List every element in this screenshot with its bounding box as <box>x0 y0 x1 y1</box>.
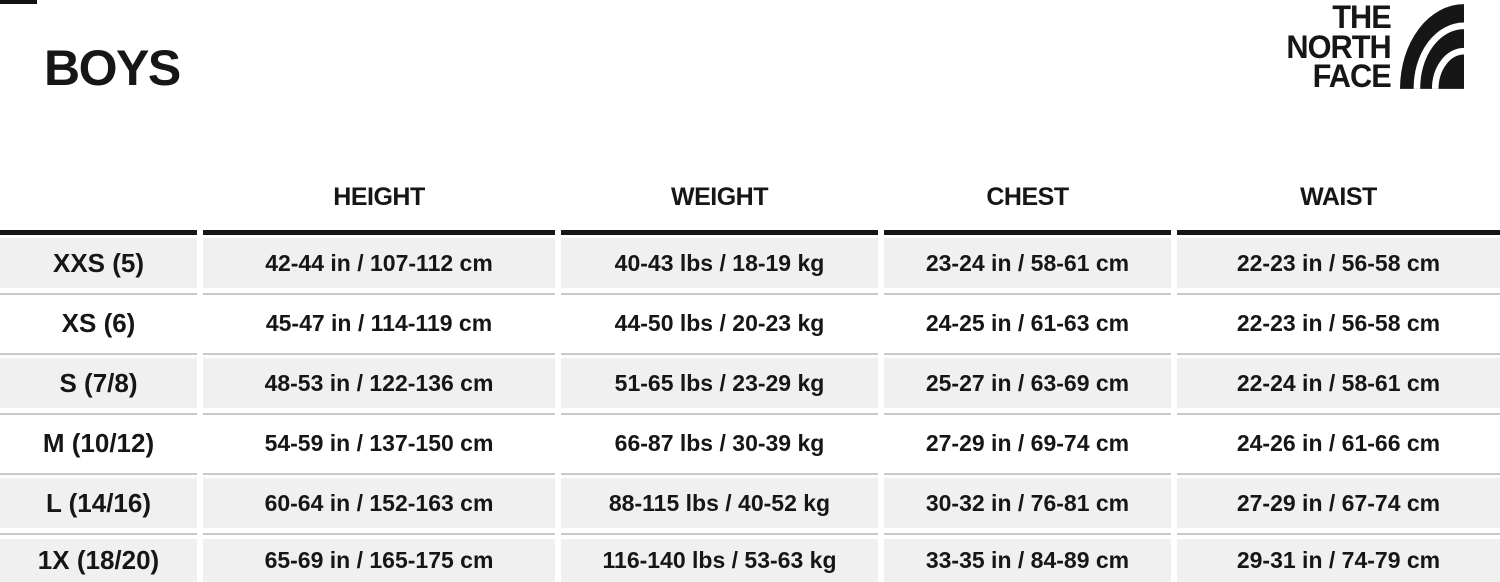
size-cell: 1X (18/20) <box>0 535 197 582</box>
height-cell: 45-47 in / 114-119 cm <box>203 295 555 355</box>
waist-cell: 24-26 in / 61-66 cm <box>1177 415 1500 475</box>
weight-cell: 40-43 lbs / 18-19 kg <box>561 230 878 295</box>
weight-cell: 88-115 lbs / 40-52 kg <box>561 475 878 535</box>
header-size <box>0 165 197 230</box>
waist-cell: 22-23 in / 56-58 cm <box>1177 295 1500 355</box>
waist-cell: 27-29 in / 67-74 cm <box>1177 475 1500 535</box>
height-cell: 54-59 in / 137-150 cm <box>203 415 555 475</box>
brand-logo: THE NORTH FACE <box>1282 0 1464 94</box>
table-row: 1X (18/20) 65-69 in / 165-175 cm 116-140… <box>0 535 1500 582</box>
weight-cell: 116-140 lbs / 53-63 kg <box>561 535 878 582</box>
table-row: S (7/8) 48-53 in / 122-136 cm 51-65 lbs … <box>0 355 1500 415</box>
weight-cell: 44-50 lbs / 20-23 kg <box>561 295 878 355</box>
weight-cell: 51-65 lbs / 23-29 kg <box>561 355 878 415</box>
page-title: BOYS <box>44 40 181 96</box>
brand-wordmark: THE NORTH FACE <box>1286 0 1392 94</box>
size-cell: S (7/8) <box>0 355 197 415</box>
header-chest: CHEST <box>986 183 1069 211</box>
table-row: L (14/16) 60-64 in / 152-163 cm 88-115 l… <box>0 475 1500 535</box>
half-dome-icon <box>1400 4 1464 89</box>
chest-cell: 24-25 in / 61-63 cm <box>884 295 1171 355</box>
size-table: XXS (5) 42-44 in / 107-112 cm 40-43 lbs … <box>0 230 1500 582</box>
chest-cell: 23-24 in / 58-61 cm <box>884 230 1171 295</box>
waist-cell: 22-23 in / 56-58 cm <box>1177 230 1500 295</box>
weight-cell: 66-87 lbs / 30-39 kg <box>561 415 878 475</box>
header-height: HEIGHT <box>333 183 425 211</box>
brand-wordmark-line: THE <box>1332 0 1392 35</box>
waist-cell: 22-24 in / 58-61 cm <box>1177 355 1500 415</box>
chest-cell: 27-29 in / 69-74 cm <box>884 415 1171 475</box>
table-header-row: HEIGHT WEIGHT CHEST WAIST <box>0 165 1500 230</box>
height-cell: 48-53 in / 122-136 cm <box>203 355 555 415</box>
height-cell: 65-69 in / 165-175 cm <box>203 535 555 582</box>
header-waist: WAIST <box>1300 183 1377 211</box>
table-row: XS (6) 45-47 in / 114-119 cm 44-50 lbs /… <box>0 295 1500 355</box>
size-cell: XS (6) <box>0 295 197 355</box>
size-cell: XXS (5) <box>0 230 197 295</box>
height-cell: 60-64 in / 152-163 cm <box>203 475 555 535</box>
size-cell: L (14/16) <box>0 475 197 535</box>
chest-cell: 30-32 in / 76-81 cm <box>884 475 1171 535</box>
chest-cell: 33-35 in / 84-89 cm <box>884 535 1171 582</box>
chest-cell: 25-27 in / 63-69 cm <box>884 355 1171 415</box>
corner-artifact <box>0 0 37 4</box>
brand-wordmark-line: NORTH <box>1286 28 1392 65</box>
header-weight: WEIGHT <box>671 183 769 211</box>
size-cell: M (10/12) <box>0 415 197 475</box>
height-cell: 42-44 in / 107-112 cm <box>203 230 555 295</box>
table-row: M (10/12) 54-59 in / 137-150 cm 66-87 lb… <box>0 415 1500 475</box>
table-row: XXS (5) 42-44 in / 107-112 cm 40-43 lbs … <box>0 230 1500 295</box>
brand-wordmark-line: FACE <box>1312 58 1392 94</box>
waist-cell: 29-31 in / 74-79 cm <box>1177 535 1500 582</box>
